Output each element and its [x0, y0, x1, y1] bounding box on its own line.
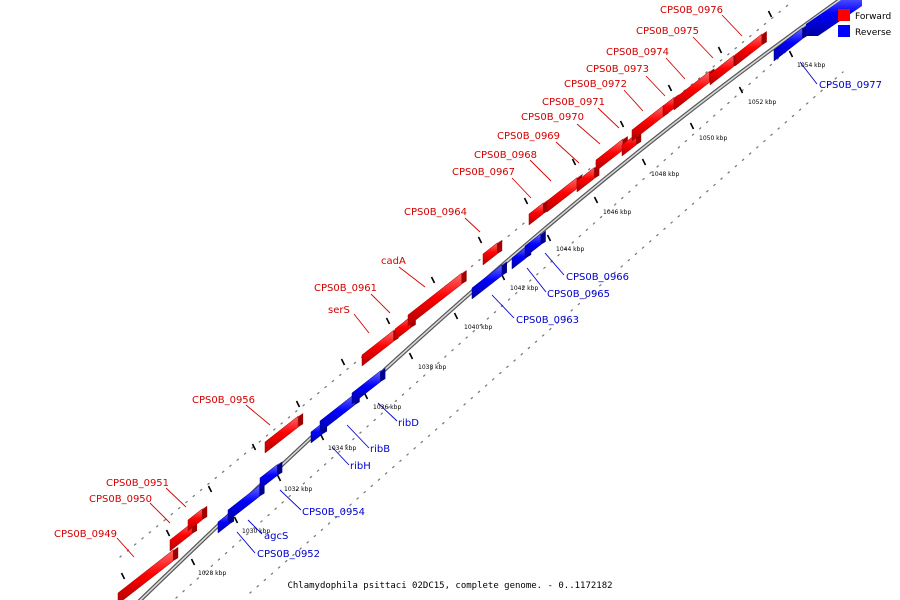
scale-tick	[295, 400, 301, 408]
scale-tick	[571, 158, 577, 166]
gene-label-cps0b-0950[interactable]: CPS0B_0950	[89, 494, 152, 505]
gene-label-ribb[interactable]: ribB	[370, 444, 390, 455]
gene-cada[interactable]	[407, 270, 467, 327]
scale-tick	[233, 516, 239, 524]
gene-label-sers[interactable]: serS	[328, 305, 350, 316]
scale-label: 1030 kbp	[242, 528, 270, 535]
gene-label-cps0b-0970[interactable]: CPS0B_0970	[521, 112, 584, 123]
scale-label: 1036 kbp	[373, 404, 401, 411]
gene-label-ribd[interactable]: ribD	[398, 418, 419, 429]
gene-ribd[interactable]	[351, 367, 386, 405]
gene-label-cps0b-0965[interactable]: CPS0B_0965	[547, 289, 610, 300]
gene-cps0b-0977[interactable]	[773, 24, 808, 62]
scale-label: 1040 kbp	[464, 324, 492, 331]
gene-cps0b-0969[interactable]	[576, 164, 600, 193]
scale-label: 1048 kbp	[651, 171, 679, 178]
scale-label: 1028 kbp	[198, 570, 226, 577]
scale-tick	[738, 86, 744, 94]
gene-label-cps0b-0966[interactable]: CPS0B_0966	[566, 272, 629, 283]
scale-label: 1042 kbp	[510, 285, 538, 292]
scale-tick	[165, 529, 171, 537]
scale-tick	[523, 197, 529, 205]
scale-tick	[385, 317, 391, 325]
gene-label-cps0b-0954[interactable]: CPS0B_0954	[302, 507, 365, 518]
scale-tick	[190, 558, 196, 566]
scale-tick	[689, 122, 695, 130]
scale-label: 1054 kbp	[797, 62, 825, 69]
scale-label: 1032 kbp	[284, 486, 312, 493]
scale-tick	[619, 120, 625, 128]
gene-label-cps0b-0974[interactable]: CPS0B_0974	[606, 47, 669, 58]
gene-label-cps0b-0951[interactable]: CPS0B_0951	[106, 478, 169, 489]
scale-tick	[788, 50, 794, 58]
scale-tick	[593, 196, 599, 204]
scale-ticks	[120, 10, 794, 580]
scale-label: 1052 kbp	[748, 99, 776, 106]
gene-cps0b-0949[interactable]	[117, 546, 179, 600]
gene-label-cps0b-0949[interactable]: CPS0B_0949	[54, 529, 117, 540]
label-leaders	[116, 14, 818, 558]
genome-caption: Chlamydophila psittaci 02DC15, complete …	[287, 581, 612, 591]
scale-tick	[251, 443, 257, 451]
gene-label-agcs[interactable]: agcS	[264, 531, 288, 542]
scale-label: 1044 kbp	[556, 246, 584, 253]
gene-label-cps0b-0976[interactable]: CPS0B_0976	[660, 5, 723, 16]
scale-tick	[667, 84, 673, 92]
scale-label: 1046 kbp	[603, 209, 631, 216]
scale-label: 1034 kbp	[328, 445, 356, 452]
scale-tick	[641, 158, 647, 166]
gene-cps0b-0967[interactable]	[528, 199, 549, 226]
gene-cps0b-0951[interactable]	[187, 505, 208, 532]
gene-agcs[interactable]	[227, 482, 265, 522]
legend-swatch-forward	[838, 9, 850, 21]
gene-label-ribh[interactable]: ribH	[350, 461, 371, 472]
gene-label-cps0b-0968[interactable]: CPS0B_0968	[474, 150, 537, 161]
gene-cps0b-0966[interactable]	[524, 230, 546, 258]
gene-label-cps0b-0969[interactable]: CPS0B_0969	[497, 131, 560, 142]
gene-label-cada[interactable]: cadA	[381, 256, 406, 267]
gene-cps0b-0974[interactable]	[673, 68, 715, 111]
gene-label-cps0b-0973[interactable]: CPS0B_0973	[586, 64, 649, 75]
legend-swatch-reverse	[838, 25, 850, 37]
scale-tick	[120, 572, 126, 580]
gene-label-cps0b-0952[interactable]: CPS0B_0952	[257, 549, 320, 560]
scale-tick	[453, 312, 459, 320]
legend: Forward Reverse	[838, 9, 892, 38]
gene-cps0b-0964[interactable]	[482, 239, 503, 266]
gene-label-cps0b-0964[interactable]: CPS0B_0964	[404, 207, 467, 218]
gene-label-cps0b-0963[interactable]: CPS0B_0963	[516, 315, 579, 326]
scale-label: 1050 kbp	[699, 135, 727, 142]
gene-label-cps0b-0975[interactable]: CPS0B_0975	[636, 26, 699, 37]
gene-cps0b-0968[interactable]	[546, 174, 582, 213]
scale-label: 1038 kbp	[418, 364, 446, 371]
gene-features	[117, 0, 862, 600]
scale-tick	[207, 485, 213, 493]
gene-cps0b-0976[interactable]	[734, 31, 767, 67]
gene-cps0b-0954[interactable]	[259, 461, 283, 490]
scale-tick	[430, 276, 436, 284]
scale-tick	[717, 46, 723, 54]
scale-tick	[767, 10, 773, 18]
scale-tick	[477, 236, 483, 244]
scale-labels: 1028 kbp 1030 kbp 1032 kbp 1034 kbp 1036…	[198, 62, 825, 577]
scale-tick	[340, 358, 346, 366]
gene-label-cps0b-0977[interactable]: CPS0B_0977	[819, 80, 882, 91]
gene-label-cps0b-0972[interactable]: CPS0B_0972	[564, 79, 627, 90]
gene-cps0b-0956[interactable]	[264, 413, 304, 454]
gene-cps0b-0963[interactable]	[471, 261, 507, 300]
legend-label-reverse: Reverse	[855, 28, 892, 38]
dotted-tracks	[119, 2, 844, 599]
gene-label-cps0b-0967[interactable]: CPS0B_0967	[452, 167, 515, 178]
gene-labels: CPS0B_0949 CPS0B_0950 CPS0B_0951 CPS0B_0…	[54, 5, 882, 560]
gene-label-cps0b-0971[interactable]: CPS0B_0971	[542, 97, 605, 108]
scale-tick	[546, 234, 552, 242]
scale-tick	[276, 474, 282, 482]
gene-label-cps0b-0956[interactable]: CPS0B_0956	[192, 395, 255, 406]
gene-label-cps0b-0961[interactable]: CPS0B_0961	[314, 283, 377, 294]
scale-tick	[408, 352, 414, 360]
legend-label-forward: Forward	[855, 12, 891, 22]
